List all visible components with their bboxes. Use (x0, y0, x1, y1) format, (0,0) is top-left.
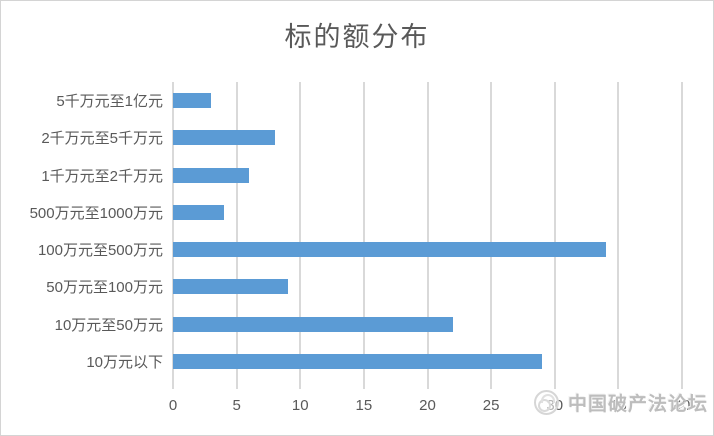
bar-5千万元至1亿元 (173, 93, 212, 109)
bar-row (173, 157, 682, 194)
gridline-x-35 (617, 82, 620, 389)
bar-10万元至50万元 (173, 316, 453, 332)
bar-row (173, 268, 682, 305)
bar-50万元至100万元 (173, 279, 288, 295)
chart-title: 标的额分布 (284, 22, 430, 52)
x-tick-label-35: 35 (610, 397, 627, 414)
gridline-x-25 (490, 82, 493, 389)
gridline-x-10 (299, 82, 302, 389)
x-tick-label-20: 20 (419, 397, 436, 414)
bar-100万元至500万元 (173, 242, 606, 258)
category-label: 100万元至500万元 (37, 242, 163, 260)
category-label: 1千万元至2千万元 (41, 167, 163, 185)
x-tick-label-40: 40 (673, 397, 691, 414)
gridline-x-15 (362, 82, 365, 389)
bar-10万元以下 (173, 353, 543, 369)
bar-2千万元至5千万元 (173, 130, 275, 146)
category-label: 2千万元至5千万元 (41, 130, 163, 148)
bar-row (173, 82, 682, 119)
category-label: 10万元以下 (86, 353, 163, 371)
x-tick-label-0: 0 (168, 397, 178, 414)
watermark: 中国破产法论坛 (534, 389, 708, 416)
category-label: 50万元至100万元 (46, 279, 163, 297)
x-tick-label-25: 25 (482, 397, 500, 414)
gridline-x-30 (553, 82, 556, 389)
gridline-x-40 (681, 82, 683, 389)
bar-row (173, 194, 682, 231)
gridline-x-0 (172, 82, 174, 389)
x-tick-label-5: 5 (232, 397, 241, 414)
bar-1千万元至2千万元 (173, 167, 250, 183)
gridline-x-5 (235, 82, 238, 389)
bar-row (173, 306, 682, 343)
category-label: 10万元至50万元 (54, 316, 163, 334)
y-axis-category-labels: 5千万元至1亿元 2千万元至5千万元 1千万元至2千万元 500万元至1000万元 10… (1, 82, 163, 380)
watermark-text: 中国破产法论坛 (568, 394, 709, 415)
x-tick-label-10: 10 (291, 397, 309, 414)
category-label: 500万元至1000万元 (29, 204, 163, 222)
bar-row (173, 343, 682, 380)
category-label: 5千万元至1亿元 (56, 93, 163, 111)
bar-row (173, 231, 682, 268)
x-tick-label-15: 15 (355, 397, 373, 414)
bar-500万元至1000万元 (173, 204, 224, 220)
gridline-x-20 (426, 82, 429, 389)
forum-logo-icon (534, 390, 559, 415)
plot-area (172, 82, 683, 389)
bar-row (173, 119, 682, 156)
